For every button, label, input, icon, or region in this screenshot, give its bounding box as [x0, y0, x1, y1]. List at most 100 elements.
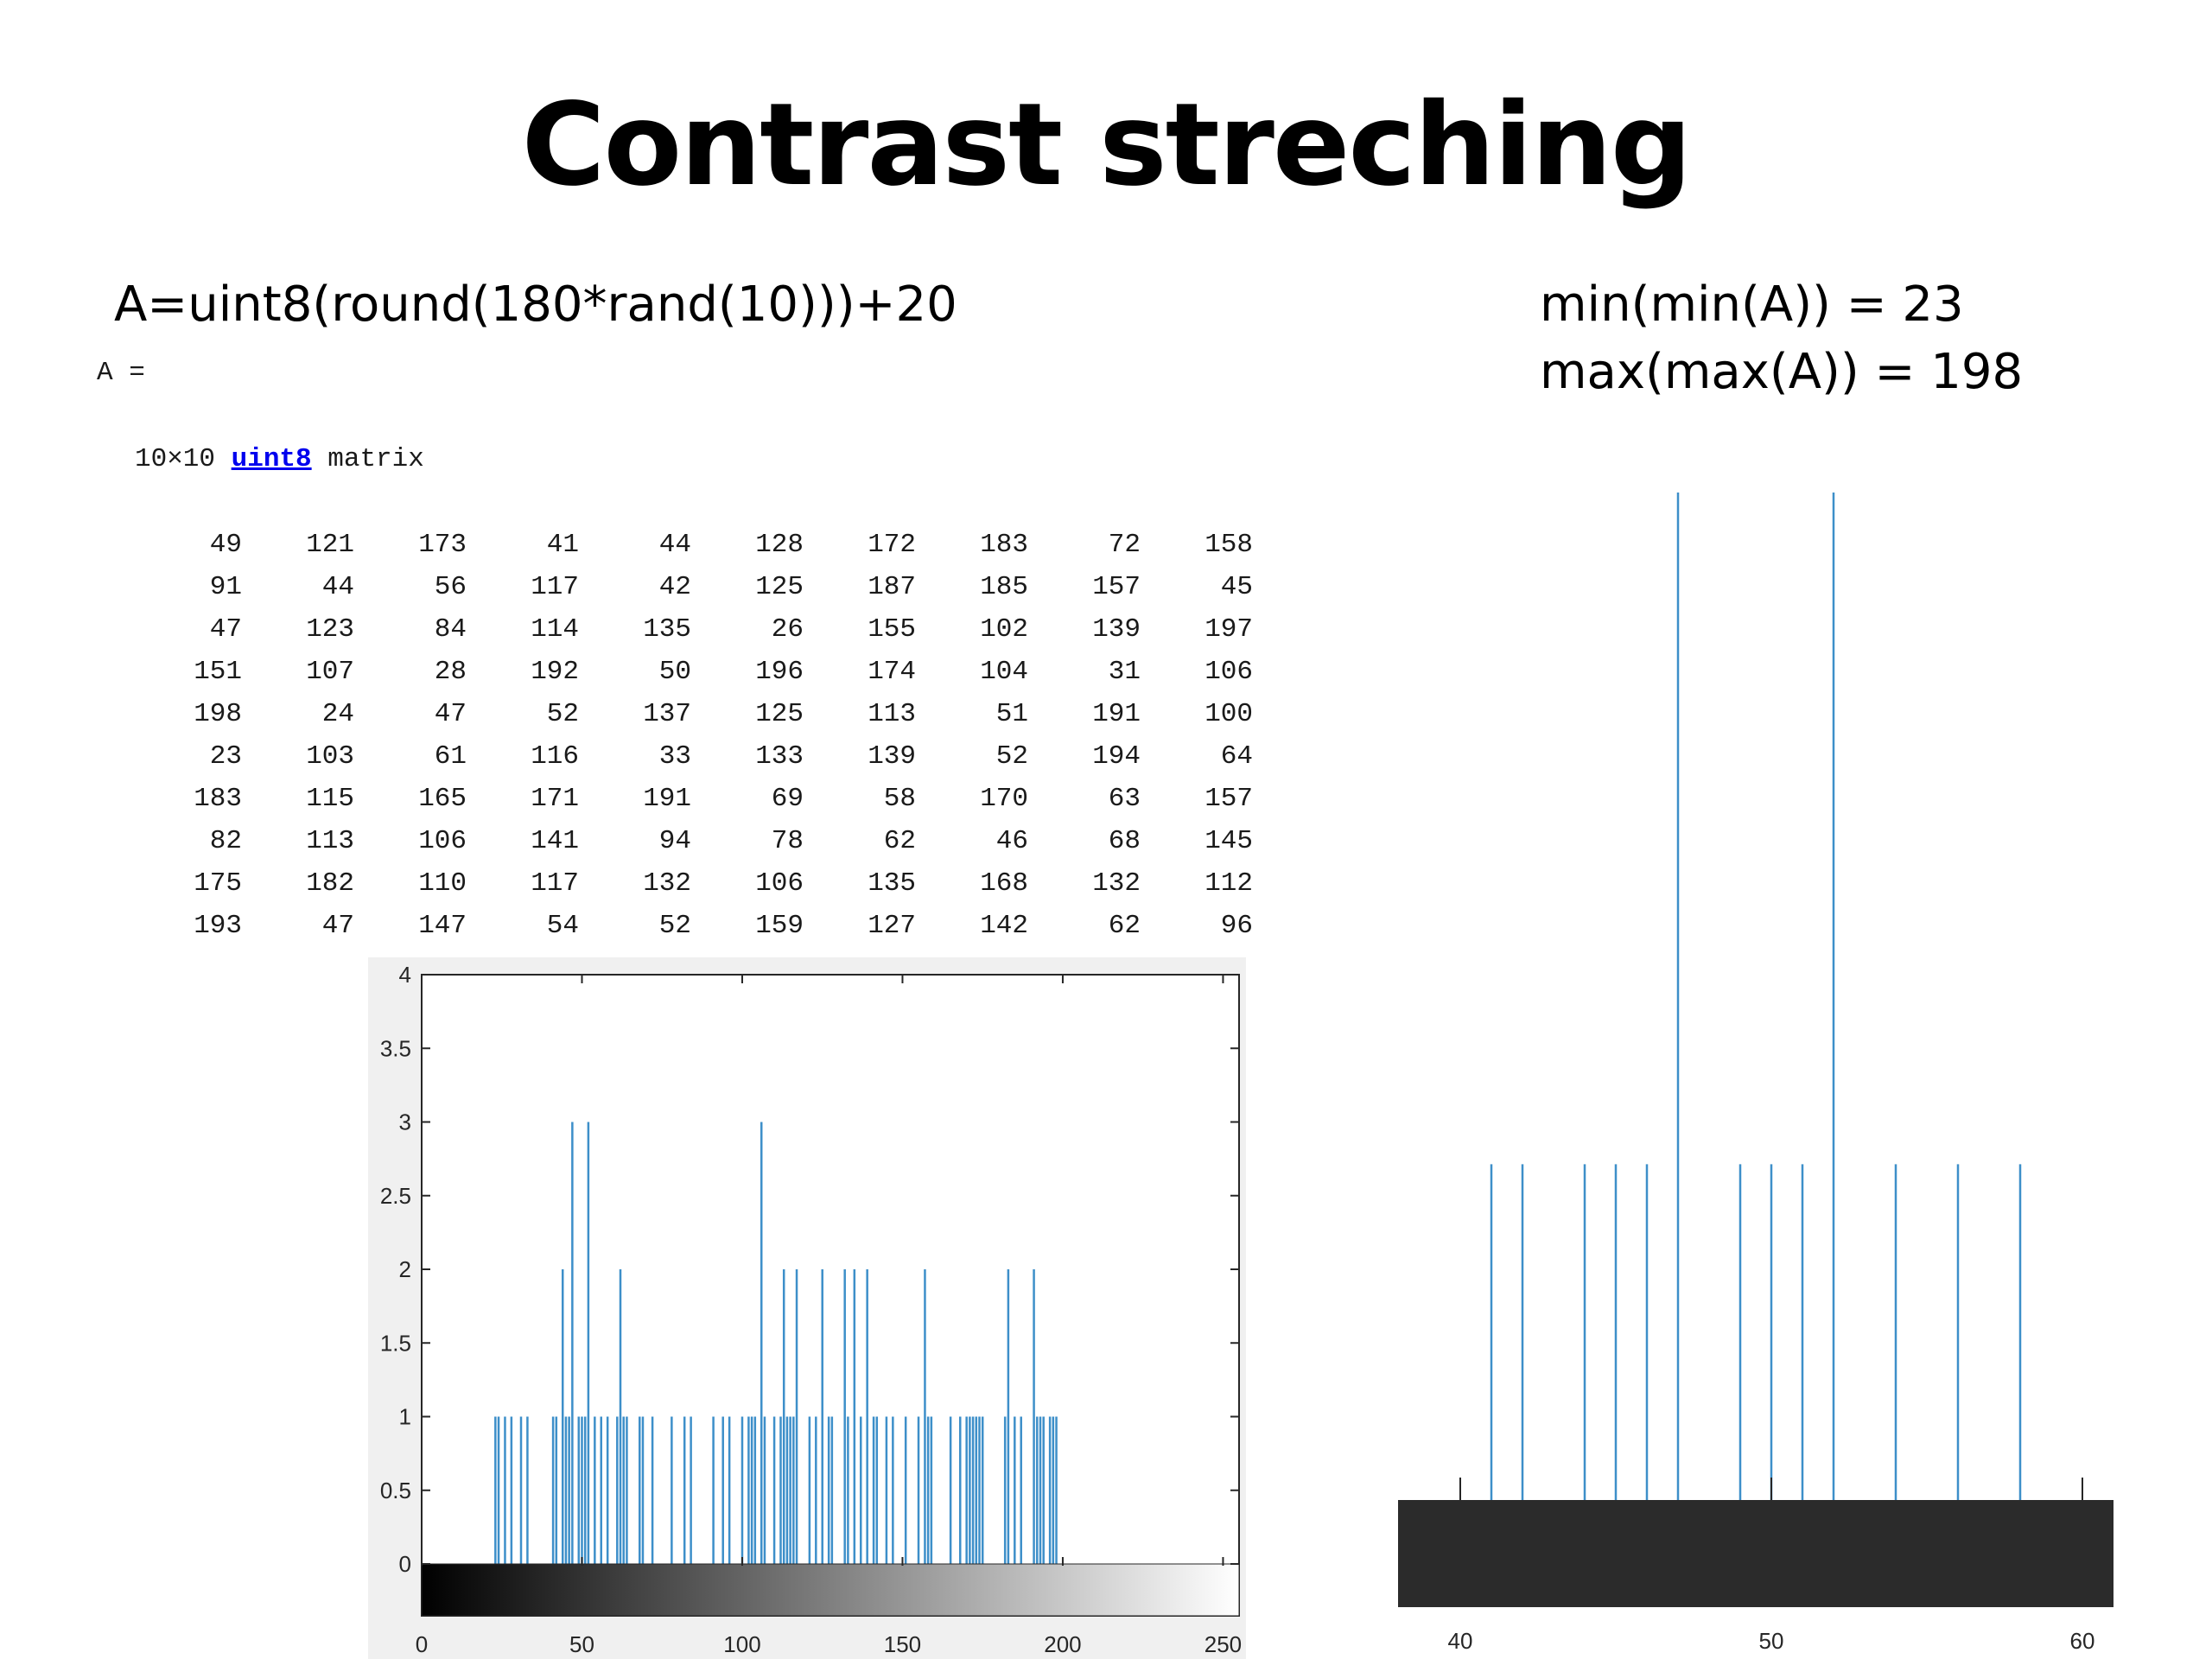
- matrix-cell: 155: [868, 614, 916, 645]
- uint8-link[interactable]: uint8: [231, 444, 312, 474]
- matrix-cell: 196: [755, 657, 804, 687]
- matrix-cell: 100: [1205, 699, 1253, 729]
- slide-title: Contrast streching: [521, 79, 1693, 212]
- matrix-cell: 185: [980, 572, 1028, 602]
- y-tick-label: 2.5: [380, 1183, 411, 1209]
- matrix-cell: 69: [771, 784, 804, 814]
- matrix-cell: 45: [1220, 572, 1253, 602]
- matrix-cell: 114: [531, 614, 579, 645]
- matrix-cell: 183: [194, 784, 242, 814]
- matrix-cell: 173: [418, 530, 467, 560]
- max-stat: max(max(A)) = 198: [1540, 344, 2024, 400]
- variable-label: A =: [97, 358, 145, 388]
- matrix-cell: 117: [531, 868, 579, 899]
- axes-box: [421, 974, 1240, 1617]
- matrix-output: 49 121 173 41 44 128 172 183 72 158 91 44 56 117 42 125…: [130, 524, 1253, 947]
- matrix-row: 175 182 110 117 132 106 135 168 132 112: [130, 862, 1253, 905]
- matrix-cell: 125: [755, 699, 804, 729]
- matrix-cell: 141: [531, 826, 579, 856]
- matrix-cell: 117: [531, 572, 579, 602]
- matrix-cell: 44: [658, 530, 691, 560]
- x-tick-label: 50: [1759, 1628, 1784, 1654]
- matrix-cell: 96: [1220, 911, 1253, 941]
- matrix-row: 91 44 56 117 42 125 187 185 157 45: [130, 566, 1253, 608]
- matrix-cell: 61: [434, 741, 467, 772]
- matrix-cell: 47: [321, 911, 354, 941]
- matrix-cell: 42: [658, 572, 691, 602]
- x-tick-label: 60: [2070, 1628, 2095, 1654]
- matrix-row: 151 107 28 192 50 196 174 104 31 106: [130, 651, 1253, 693]
- matrix-cell: 52: [546, 699, 579, 729]
- dark-colorbar: [1398, 1500, 2113, 1607]
- matrix-cell: 191: [643, 784, 691, 814]
- matrix-cell: 82: [209, 826, 242, 856]
- matrix-cell: 44: [321, 572, 354, 602]
- histogram-full-range: 0 0.5 1 1.5 2 2.5 3 3.5 4 0 50 100 150 200 250: [368, 957, 1246, 1659]
- matrix-row: 193 47 147 54 52 159 127 142 62 96: [130, 905, 1253, 947]
- x-tick-label: 200: [1044, 1631, 1081, 1657]
- matrix-cell: 51: [995, 699, 1028, 729]
- matrix-cell: 107: [306, 657, 354, 687]
- matrix-cell: 33: [658, 741, 691, 772]
- matrix-cell: 197: [1205, 614, 1253, 645]
- matrix-cell: 58: [883, 784, 916, 814]
- matrix-cell: 123: [306, 614, 354, 645]
- matrix-cell: 28: [434, 657, 467, 687]
- matlab-command: A=uint8(round(180*rand(10)))+20: [114, 276, 957, 333]
- matrix-cell: 127: [868, 911, 916, 941]
- matrix-cell: 56: [434, 572, 467, 602]
- matrix-cell: 113: [868, 699, 916, 729]
- matrix-cell: 78: [771, 826, 804, 856]
- matrix-cell: 47: [434, 699, 467, 729]
- matrix-cell: 174: [868, 657, 916, 687]
- matrix-cell: 182: [306, 868, 354, 899]
- matrix-cell: 135: [643, 614, 691, 645]
- matrix-cell: 62: [1108, 911, 1141, 941]
- matrix-cell: 159: [755, 911, 804, 941]
- matrix-cell: 151: [194, 657, 242, 687]
- y-tick-label: 0: [399, 1551, 411, 1577]
- matrix-cell: 50: [658, 657, 691, 687]
- matrix-cell: 147: [418, 911, 467, 941]
- matrix-cell: 191: [1092, 699, 1141, 729]
- y-tick-label: 1: [399, 1404, 411, 1430]
- matrix-size-line: 10×10 uint8 matrix: [135, 444, 424, 474]
- matrix-cell: 54: [546, 911, 579, 941]
- matrix-cell: 26: [771, 614, 804, 645]
- matrix-cell: 132: [1092, 868, 1141, 899]
- matrix-cell: 175: [194, 868, 242, 899]
- matrix-cell: 64: [1220, 741, 1253, 772]
- x-tick-label: 100: [723, 1631, 760, 1657]
- matrix-cell: 133: [755, 741, 804, 772]
- matrix-cell: 91: [209, 572, 242, 602]
- matrix-cell: 49: [209, 530, 242, 560]
- matrix-cell: 187: [868, 572, 916, 602]
- matrix-cell: 116: [531, 741, 579, 772]
- histogram-zoomed: 40 50 60: [1398, 493, 2113, 1654]
- matrix-cell: 135: [868, 868, 916, 899]
- matrix-cell: 52: [995, 741, 1028, 772]
- matrix-cell: 192: [531, 657, 579, 687]
- matrix-cell: 121: [306, 530, 354, 560]
- matrix-cell: 171: [531, 784, 579, 814]
- matrix-cell: 113: [306, 826, 354, 856]
- matrix-cell: 106: [418, 826, 467, 856]
- matrix-cell: 31: [1108, 657, 1141, 687]
- matrix-row: 183 115 165 171 191 69 58 170 63 157: [130, 778, 1253, 820]
- matrix-row: 82 113 106 141 94 78 62 46 68 145: [130, 820, 1253, 862]
- matrix-cell: 102: [980, 614, 1028, 645]
- y-tick-label: 3.5: [380, 1035, 411, 1061]
- matrix-row: 47 123 84 114 135 26 155 102 139 197: [130, 608, 1253, 651]
- matrix-cell: 193: [194, 911, 242, 941]
- min-stat: min(min(A)) = 23: [1540, 276, 1964, 333]
- matrix-cell: 63: [1108, 784, 1141, 814]
- matrix-cell: 62: [883, 826, 916, 856]
- matrix-cell: 94: [658, 826, 691, 856]
- y-tick-label: 2: [399, 1256, 411, 1282]
- matrix-cell: 142: [980, 911, 1028, 941]
- matrix-cell: 158: [1205, 530, 1253, 560]
- y-tick-label: 4: [399, 962, 411, 988]
- size-prefix: 10×10: [135, 444, 216, 474]
- x-tick-label: 150: [884, 1631, 921, 1657]
- matrix-cell: 41: [546, 530, 579, 560]
